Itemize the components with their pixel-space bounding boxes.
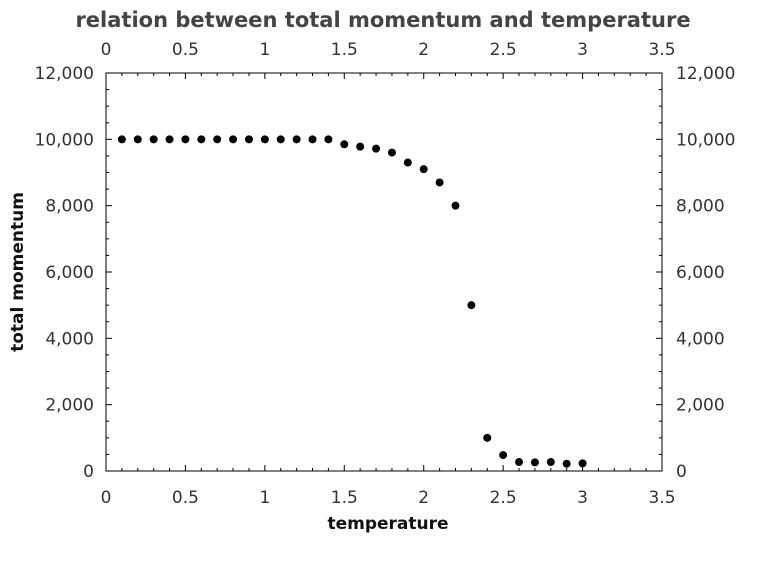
data-point xyxy=(451,201,460,210)
y-tick-labels-right: 0 2,000 4,000 6,000 8,000 10,000 12,000 xyxy=(676,64,735,482)
data-point xyxy=(181,135,190,144)
y-tick-label: 0 xyxy=(83,462,94,482)
data-point xyxy=(244,135,253,144)
y-tick-label-right: 8,000 xyxy=(676,197,725,217)
x-tick-label: 1 xyxy=(259,488,270,508)
data-points xyxy=(117,135,587,468)
y-tick-label: 4,000 xyxy=(45,329,94,349)
x-tick-label-top: 2 xyxy=(418,40,429,60)
x-tick-label-top: 0.5 xyxy=(172,40,199,60)
data-point xyxy=(165,135,174,144)
y-tick-label: 8,000 xyxy=(45,197,94,217)
x-tick-label: 2.5 xyxy=(490,488,517,508)
plot-area-frame xyxy=(105,72,663,472)
data-point xyxy=(149,135,158,144)
data-point xyxy=(117,135,126,144)
y-tick-label-right: 4,000 xyxy=(676,329,725,349)
data-point xyxy=(356,142,365,151)
y-tick-label: 12,000 xyxy=(35,64,94,84)
data-point xyxy=(292,135,301,144)
data-point xyxy=(387,148,396,157)
x-tick-label: 2 xyxy=(418,488,429,508)
data-point xyxy=(372,144,381,153)
x-axis-label: temperature xyxy=(327,514,448,534)
x-tick-label-top: 3 xyxy=(577,40,588,60)
y-tick-label: 10,000 xyxy=(35,130,94,150)
data-point xyxy=(260,135,269,144)
x-tick-label: 1.5 xyxy=(331,488,358,508)
data-point xyxy=(578,459,587,468)
data-point xyxy=(213,135,222,144)
data-point xyxy=(467,301,476,310)
minor-ticks xyxy=(106,73,662,471)
x-tick-label: 0.5 xyxy=(172,488,199,508)
chart-title: relation between total momentum and temp… xyxy=(75,8,690,32)
y-tick-label-right: 0 xyxy=(676,462,687,482)
y-tick-label: 6,000 xyxy=(45,263,94,283)
y-axis-label: total momentum xyxy=(8,192,28,352)
x-tick-label: 0 xyxy=(101,488,112,508)
data-point xyxy=(435,178,444,187)
data-point xyxy=(483,433,492,442)
data-point xyxy=(324,135,333,144)
data-point xyxy=(530,458,539,467)
data-point xyxy=(546,458,555,467)
data-point xyxy=(276,135,285,144)
y-tick-labels-left: 0 2,000 4,000 6,000 8,000 10,000 12,000 xyxy=(35,64,94,482)
y-tick-label-right: 10,000 xyxy=(676,130,735,150)
x-tick-label-top: 3.5 xyxy=(648,40,675,60)
y-tick-label-right: 12,000 xyxy=(676,64,735,84)
data-point xyxy=(133,135,142,144)
x-tick-label-top: 1 xyxy=(259,40,270,60)
data-point xyxy=(419,165,428,174)
x-tick-label: 3.5 xyxy=(648,488,675,508)
x-tick-label-top: 0 xyxy=(101,40,112,60)
x-tick-label-top: 1.5 xyxy=(331,40,358,60)
y-tick-label-right: 6,000 xyxy=(676,263,725,283)
data-point xyxy=(308,135,317,144)
data-point xyxy=(229,135,238,144)
data-point xyxy=(499,451,508,460)
x-tick-label: 3 xyxy=(577,488,588,508)
data-point xyxy=(340,140,349,149)
x-tick-labels-top: 0 0.5 1 1.5 2 2.5 3 3.5 xyxy=(101,40,676,60)
x-tick-label-top: 2.5 xyxy=(490,40,517,60)
y-tick-label-right: 2,000 xyxy=(676,396,725,416)
data-point xyxy=(562,459,571,468)
data-point xyxy=(197,135,206,144)
data-point xyxy=(403,158,412,167)
x-tick-labels-bottom: 0 0.5 1 1.5 2 2.5 3 3.5 xyxy=(101,488,676,508)
y-tick-label: 2,000 xyxy=(45,396,94,416)
major-ticks xyxy=(105,72,663,472)
data-point xyxy=(515,458,524,467)
